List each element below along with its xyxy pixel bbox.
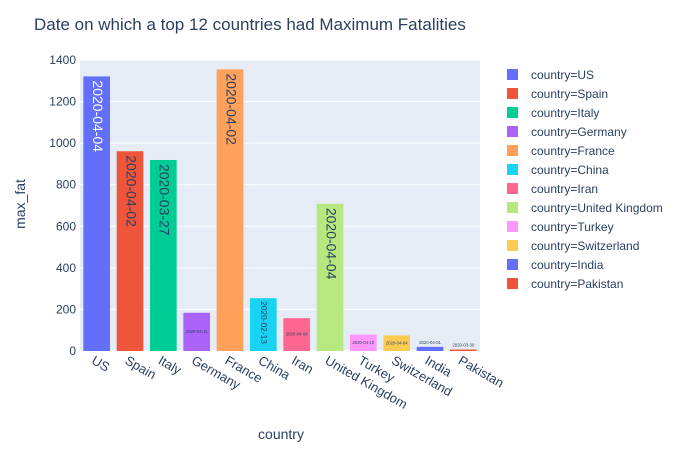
bar-united-kingdom[interactable]: [316, 203, 344, 351]
bar-date-label: 2020-04-02: [223, 73, 239, 145]
legend-label: country=Iran: [531, 182, 598, 196]
bar-italy[interactable]: [150, 159, 177, 351]
plot-background: [80, 60, 480, 351]
bar-date-label: 2020-04-11: [186, 329, 208, 334]
x-tick-label: Pakistan: [456, 353, 507, 391]
legend-item[interactable]: country=France: [507, 144, 615, 158]
bar-spain[interactable]: [116, 151, 144, 351]
legend-item[interactable]: country=China: [507, 163, 609, 177]
bar-us[interactable]: [83, 76, 110, 351]
legend-swatch: [507, 202, 518, 213]
legend-swatch: [507, 278, 518, 289]
legend-swatch: [507, 221, 518, 232]
legend-label: country=France: [531, 144, 615, 158]
y-tick-label: 800: [56, 178, 76, 192]
x-tick-label: Italy: [156, 353, 185, 378]
legend-label: country=Turkey: [531, 220, 614, 234]
bar-date-label: 2020-04-04: [386, 340, 408, 345]
bar-date-label: 2020-04-10: [352, 340, 374, 345]
legend-label: country=Switzerland: [531, 239, 639, 253]
legend-label: country=China: [531, 163, 609, 177]
legend-swatch: [507, 69, 518, 80]
legend-label: country=Pakistan: [531, 277, 623, 291]
bar-switzerland[interactable]: [383, 335, 410, 351]
x-tick-label: Spain: [123, 353, 159, 383]
y-tick-label: 0: [69, 344, 76, 358]
bar-date-label: 2020-02-13: [259, 301, 269, 344]
legend-swatch: [507, 107, 518, 118]
bar-date-label: 2020-04-01: [419, 340, 441, 345]
y-tick-label: 200: [56, 302, 76, 316]
bar-date-label: 2020-03-30: [452, 343, 474, 348]
bar-iran[interactable]: [283, 318, 310, 351]
grid-lines: [80, 59, 480, 352]
y-tick-labels: 0 200 400 600 800 1000 1200 1400: [49, 53, 76, 358]
legend: country=US country=Spain country=Italy coun…: [507, 68, 663, 291]
chart-title: Date on which a top 12 countries had Max…: [34, 15, 466, 34]
legend-swatch: [507, 259, 518, 270]
y-tick-label: 400: [56, 261, 76, 275]
bar-pakistan[interactable]: [450, 349, 477, 351]
legend-item[interactable]: country=US: [507, 68, 594, 82]
x-axis-title: country: [258, 426, 304, 442]
legend-item[interactable]: country=India: [507, 258, 604, 272]
bar-germany[interactable]: [183, 312, 210, 351]
bar-date-label: 2020-04-02: [123, 155, 139, 227]
legend-swatch: [507, 240, 518, 251]
legend-label: country=Spain: [531, 87, 608, 101]
bar-date-label: 2020-04-04: [286, 332, 308, 337]
legend-item[interactable]: country=Iran: [507, 182, 598, 196]
bars: 2020-04-04 2020-04-02 2020-03-27 2020-04-11…: [83, 69, 477, 351]
legend-swatch: [507, 164, 518, 175]
bar-date-label: 2020-04-04: [90, 80, 106, 152]
legend-swatch: [507, 145, 518, 156]
legend-label: country=Italy: [531, 106, 599, 120]
legend-swatch: [507, 126, 518, 137]
bar-turkey[interactable]: [350, 334, 377, 351]
legend-item[interactable]: country=Germany: [507, 125, 627, 139]
x-tick-label: US: [89, 353, 112, 375]
legend-item[interactable]: country=United Kingdom: [507, 201, 663, 215]
legend-swatch: [507, 183, 518, 194]
legend-item[interactable]: country=Pakistan: [507, 277, 623, 291]
legend-swatch: [507, 88, 518, 99]
legend-item[interactable]: country=Spain: [507, 87, 608, 101]
y-tick-label: 1400: [49, 53, 76, 67]
legend-label: country=US: [531, 68, 594, 82]
legend-item[interactable]: country=Italy: [507, 106, 599, 120]
bar-date-label: 2020-03-27: [157, 164, 173, 236]
y-tick-label: 600: [56, 219, 76, 233]
legend-label: country=Germany: [531, 125, 627, 139]
legend-item[interactable]: country=Turkey: [507, 220, 614, 234]
legend-label: country=India: [531, 258, 604, 272]
bar-date-label: 2020-04-04: [323, 208, 339, 280]
x-tick-label: Iran: [289, 353, 316, 377]
bar-france[interactable]: [216, 69, 244, 351]
bar-china[interactable]: [250, 298, 277, 351]
legend-item[interactable]: country=Switzerland: [507, 239, 639, 253]
legend-label: country=United Kingdom: [531, 201, 663, 215]
bar-india[interactable]: [416, 346, 444, 351]
y-tick-label: 1200: [49, 95, 76, 109]
y-axis-title: max_fat: [12, 179, 28, 229]
y-tick-label: 1000: [49, 136, 76, 150]
